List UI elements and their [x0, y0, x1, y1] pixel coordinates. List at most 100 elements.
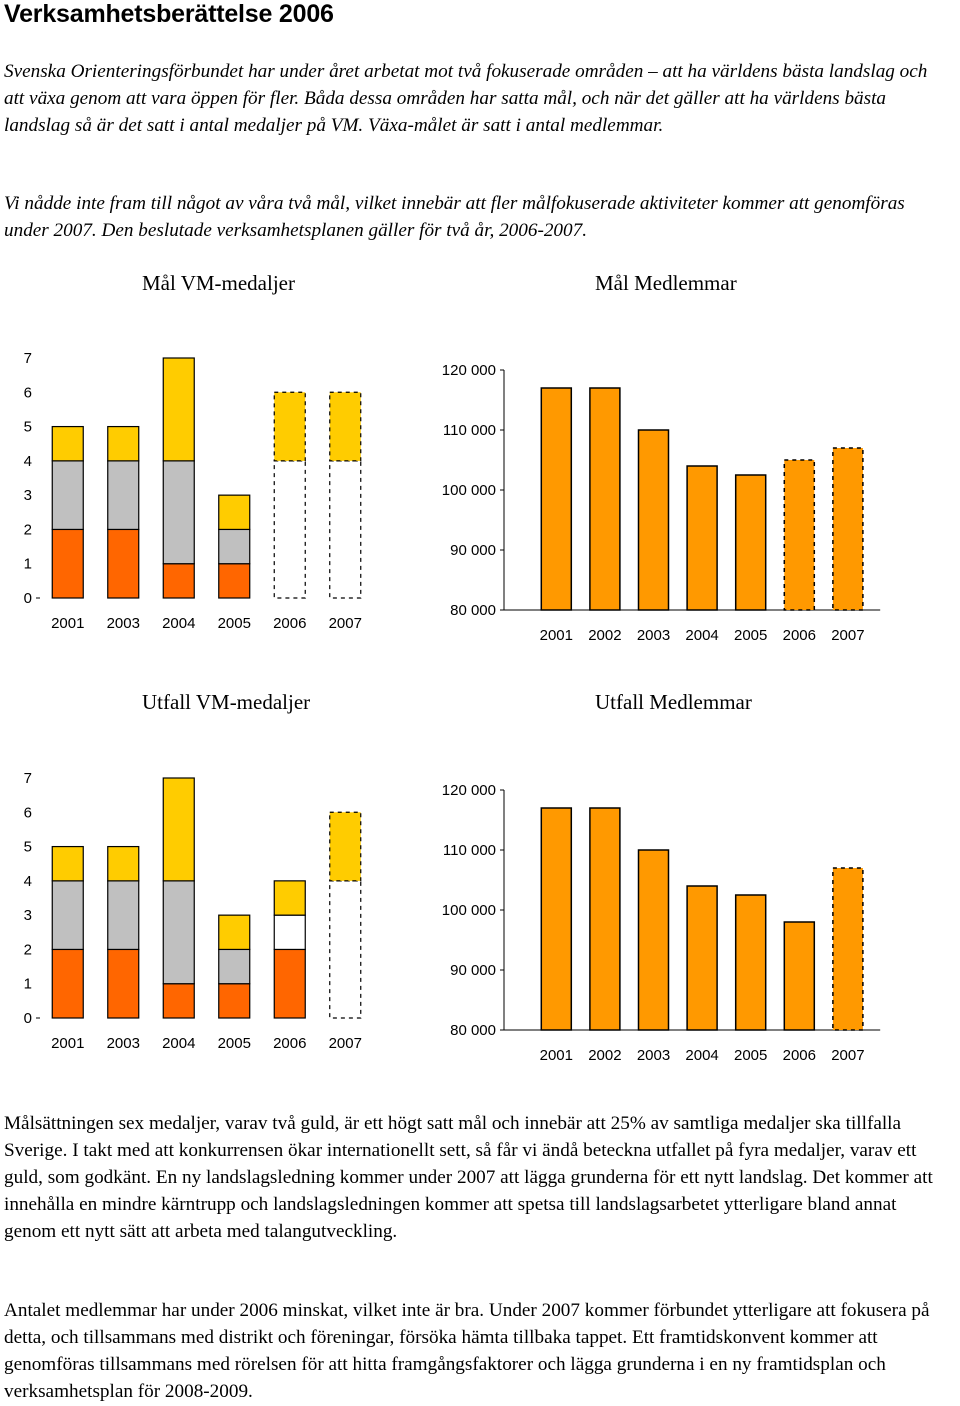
- bar-segment-silver: [107, 460, 140, 531]
- body-paragraph-2: Antalet medlemmar har under 2006 minskat…: [4, 1300, 930, 1402]
- bar-segment-gold: [329, 391, 362, 462]
- bar-segment-silver: [162, 460, 195, 565]
- bar: [734, 894, 767, 1031]
- y-tick-label: 110 000: [443, 422, 496, 439]
- x-tick-label: 2001: [51, 615, 84, 632]
- y-tick-label: 7: [24, 350, 32, 367]
- x-tick-label: 2005: [218, 1035, 251, 1052]
- bar: [637, 429, 670, 611]
- y-tick-label: 4: [24, 453, 32, 470]
- x-tick-label: 2004: [685, 627, 718, 644]
- chart-utfall-medlemmar: 80 000 90 000 100 000 110 000 120 000 2001 200…: [442, 782, 881, 1064]
- bar-segment-gold: [273, 391, 306, 462]
- bar: [589, 387, 621, 611]
- y-tick-label: 3: [24, 907, 32, 924]
- chart-utfall-vm-medaljer: 0 1 2 3 4 5 6 7 2001 2003 2004 2005 2006 2007: [24, 770, 362, 1052]
- x-tick-label: 2005: [734, 1047, 767, 1064]
- y-tick-label: 3: [24, 487, 32, 504]
- y-tick-label: 7: [24, 770, 32, 787]
- chart-mal-vm-medaljer: 0 1 2 3 4 5 6 7 2001 2003 2004 2005 2006 2007: [24, 350, 362, 632]
- x-tick-label: 2005: [218, 615, 251, 632]
- y-tick-label: 5: [24, 419, 32, 436]
- bar: [540, 387, 573, 611]
- bar-segment-gold: [107, 845, 140, 882]
- y-tick-label: 0: [24, 1010, 32, 1027]
- x-tick-label: 2003: [107, 1035, 140, 1052]
- y-tick-label: 100 000: [442, 902, 496, 919]
- x-tick-label: 2006: [783, 627, 816, 644]
- chart-title-mal-medlemmar: Mål Medlemmar: [595, 271, 737, 295]
- x-tick-label: 2007: [329, 1035, 362, 1052]
- chart-title-mal-vm: Mål VM-medaljer: [142, 271, 295, 295]
- x-tick-label: 2002: [588, 627, 621, 644]
- x-tick-label: 2007: [329, 615, 362, 632]
- bar: [832, 867, 864, 1031]
- bar: [832, 447, 864, 611]
- bar: [783, 459, 816, 611]
- y-tick-label: 0: [24, 590, 32, 607]
- x-tick-label: 2007: [831, 627, 864, 644]
- bar: [783, 921, 816, 1031]
- x-tick-label: 2003: [107, 615, 140, 632]
- bar-segment-gold: [218, 494, 251, 531]
- x-tick-label: 2001: [540, 1047, 573, 1064]
- x-tick-label: 2002: [588, 1047, 621, 1064]
- x-tick-label: 2001: [540, 627, 573, 644]
- y-tick-label: 110 000: [443, 842, 496, 859]
- bar-segment-gold: [273, 880, 306, 916]
- bar-segment-bronze: [218, 563, 251, 599]
- bar-segment-hollow: [329, 880, 362, 1019]
- bar: [734, 474, 767, 611]
- y-tick-label: 2: [24, 521, 32, 538]
- bar: [637, 849, 670, 1031]
- y-tick-label: 1: [24, 556, 32, 573]
- x-tick-label: 2003: [637, 1047, 670, 1064]
- body-paragraph-1: Målsättningen sex medaljer, varav två gu…: [4, 1113, 933, 1242]
- bar: [686, 465, 718, 611]
- bar-segment-silver: [107, 880, 140, 951]
- bar-segment-gold: [162, 777, 195, 882]
- bar-segment-silver: [218, 528, 251, 565]
- y-tick-label: 4: [24, 873, 32, 890]
- bar-segment-bronze: [107, 948, 140, 1019]
- intro-paragraph-1: Svenska Orienteringsförbundet har under …: [4, 61, 928, 136]
- x-tick-label: 2006: [783, 1047, 816, 1064]
- y-tick-label: 90 000: [450, 962, 496, 979]
- y-tick-label: 120 000: [442, 782, 496, 799]
- y-tick-label: 6: [24, 384, 32, 401]
- y-tick-label: 6: [24, 804, 32, 821]
- x-tick-label: 2006: [273, 615, 306, 632]
- bar-segment-bronze: [51, 948, 84, 1019]
- bar-segment-silver: [218, 948, 251, 985]
- bar-segment-gold: [107, 425, 140, 462]
- y-tick-label: 80 000: [450, 602, 496, 619]
- bar-segment-hollow: [273, 460, 306, 599]
- bar-segment-gold: [51, 425, 84, 462]
- y-tick-label: 2: [24, 941, 32, 958]
- bar-segment-bronze: [162, 983, 195, 1019]
- x-tick-label: 2001: [51, 1035, 84, 1052]
- bar-segment-bronze: [218, 983, 251, 1019]
- x-tick-label: 2004: [685, 1047, 718, 1064]
- y-tick-label: 80 000: [450, 1022, 496, 1039]
- y-tick-label: 90 000: [450, 542, 496, 559]
- bar: [686, 885, 718, 1031]
- x-tick-label: 2003: [637, 627, 670, 644]
- bar-segment-hollow: [273, 914, 306, 951]
- y-tick-label: 5: [24, 839, 32, 856]
- bar-segment-gold: [218, 914, 251, 951]
- bar-segment-silver: [51, 460, 84, 531]
- bar: [589, 807, 621, 1031]
- bar-segment-bronze: [162, 563, 195, 599]
- bar-segment-hollow: [329, 460, 362, 599]
- bar-segment-bronze: [273, 948, 306, 1019]
- x-tick-label: 2006: [273, 1035, 306, 1052]
- bar-segment-gold: [329, 811, 362, 882]
- intro-paragraph-2: Vi nådde inte fram till något av våra tv…: [4, 193, 905, 241]
- chart-mal-medlemmar: 80 000 90 000 100 000 110 000 120 000 2001 200…: [442, 362, 881, 644]
- bar-segment-silver: [51, 880, 84, 951]
- page-title: Verksamhetsberättelse 2006: [4, 0, 334, 28]
- chart-title-utfall-medlemmar: Utfall Medlemmar: [595, 690, 752, 714]
- bar: [540, 807, 573, 1031]
- bar-segment-gold: [162, 357, 195, 462]
